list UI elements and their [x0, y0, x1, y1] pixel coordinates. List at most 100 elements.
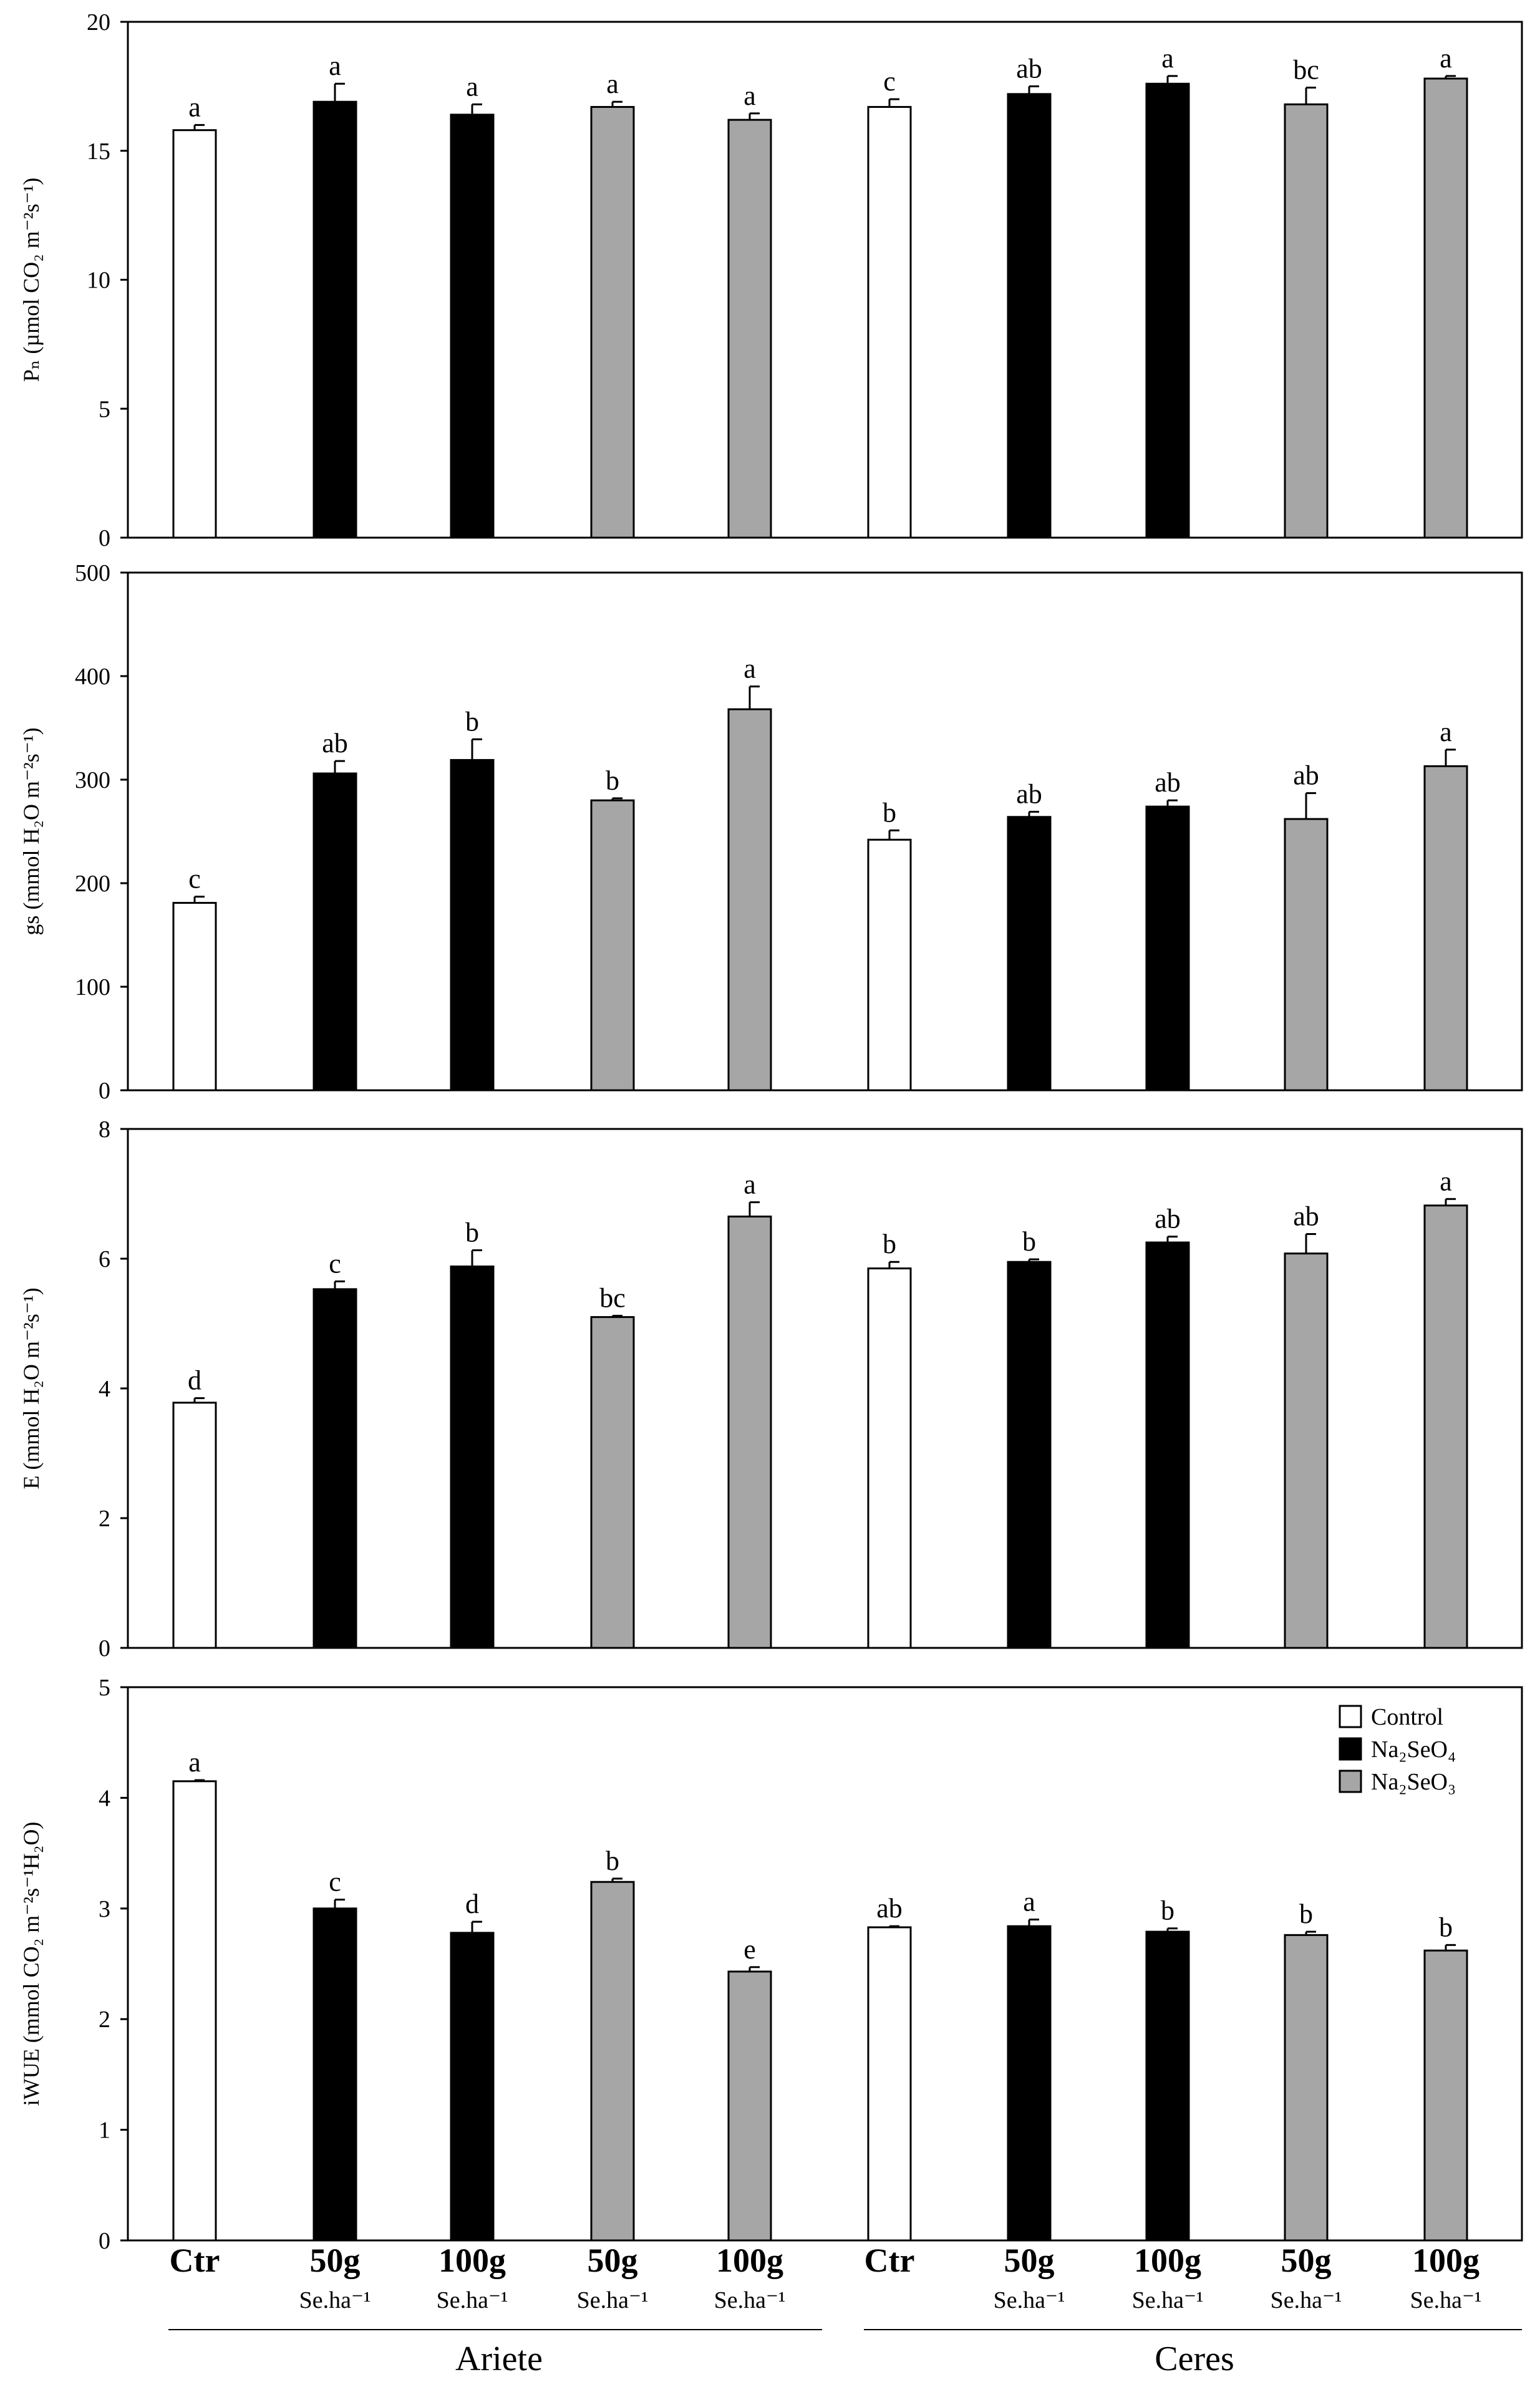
group-label: Ceres [1155, 2340, 1234, 2378]
bar-1 [172, 1402, 217, 1649]
significance-letter: ab [1016, 53, 1042, 84]
y-tick-label: 100 [75, 974, 110, 1000]
significance-letter: a [466, 71, 478, 102]
significance-letter: a [606, 69, 619, 99]
significance-letter: b [1439, 1912, 1453, 1942]
bar-6 [867, 105, 912, 539]
x-tick-label: Ctr [170, 2242, 220, 2279]
x-tick-label: 50g [310, 2242, 361, 2279]
significance-letter: b [883, 797, 896, 828]
group-label: Ariete [455, 2340, 543, 2378]
y-tick-label: 0 [99, 525, 110, 551]
significance-letter: d [188, 1365, 201, 1396]
bar-9 [1284, 1252, 1329, 1649]
significance-letter: a [188, 1747, 201, 1778]
significance-letter: a [1440, 1166, 1452, 1196]
significance-letter: c [188, 864, 201, 894]
y-tick-label: 4 [99, 1785, 110, 1811]
significance-letter: ab [322, 728, 348, 758]
y-axis-label: E (mmol H₂O m⁻²s⁻¹) [19, 1287, 44, 1489]
y-tick-label: 4 [99, 1376, 110, 1402]
significance-letter: ab [1155, 767, 1181, 798]
x-tick-sublabel: Se.ha⁻¹ [299, 2287, 371, 2313]
bar-4 [590, 105, 635, 539]
bar-1 [172, 129, 217, 539]
bar-5 [727, 708, 772, 1092]
bar-1 [172, 902, 217, 1092]
significance-letter: ab [876, 1893, 903, 1924]
significance-letter: ab [1155, 1204, 1181, 1234]
bar-5 [727, 119, 772, 539]
significance-letter: a [1440, 717, 1452, 747]
bar-1 [172, 1780, 217, 2242]
y-tick-label: 15 [87, 138, 110, 165]
significance-letter: a [743, 80, 756, 111]
y-tick-label: 1 [99, 2118, 110, 2144]
plot-frame [127, 1686, 1523, 2242]
y-tick-label: 2 [99, 1506, 110, 1532]
bar-7 [1007, 93, 1052, 539]
bar-3 [450, 1932, 495, 2242]
significance-letter: b [1299, 1899, 1313, 1929]
y-tick-label: 2 [99, 2007, 110, 2033]
significance-letter: c [329, 1248, 341, 1279]
legend-label: Control [1371, 1704, 1443, 1730]
y-axis-label: iWUE (mmol CO₂ m⁻²s⁻¹H₂O) [19, 1822, 44, 2106]
significance-letter: a [188, 92, 201, 122]
x-tick-label: 100g [438, 2242, 506, 2279]
y-axis-label: gs (mmol H₂O m⁻²s⁻¹) [19, 727, 44, 935]
bar-9 [1284, 103, 1329, 539]
bar-3 [450, 758, 495, 1092]
significance-letter: a [1161, 43, 1174, 74]
legend: Control Na₂SeO₄ Na₂SeO₃ [1339, 1704, 1456, 1795]
x-axis-labels: Ctr 50g Se.ha⁻¹ 100g Se.ha⁻¹ 50g Se.ha⁻¹ 100g Se… [168, 2242, 1522, 2378]
significance-letter: bc [599, 1283, 626, 1314]
significance-letter: ab [1293, 1201, 1319, 1231]
y-axis-label: Pₙ (µmol CO₂ m⁻²s⁻¹) [19, 178, 44, 382]
x-tick-sublabel: Se.ha⁻¹ [1132, 2287, 1204, 2313]
bar-7 [1007, 816, 1052, 1092]
bar-3 [450, 114, 495, 539]
y-tick-label: 500 [75, 560, 110, 586]
bar-10 [1423, 765, 1468, 1092]
bar-8 [1145, 82, 1190, 539]
x-tick-sublabel: Se.ha⁻¹ [994, 2287, 1065, 2313]
legend-swatch [1339, 1770, 1362, 1793]
legend-label: Na₂SeO₃ [1371, 1769, 1456, 1795]
significance-letter: a [743, 1169, 756, 1200]
significance-letter: b [606, 1846, 619, 1876]
bar-6 [867, 838, 912, 1092]
significance-letter: b [1161, 1896, 1174, 1926]
significance-letter: b [883, 1229, 896, 1259]
bar-2 [312, 772, 357, 1092]
significance-letter: a [1023, 1887, 1035, 1917]
bar-7 [1007, 1261, 1052, 1649]
significance-letter: ab [1016, 778, 1042, 809]
significance-letter: d [465, 1889, 479, 1919]
bar-10 [1423, 1204, 1468, 1649]
significance-letter: e [743, 1934, 756, 1965]
significance-letter: a [329, 51, 341, 81]
y-tick-label: 10 [87, 268, 110, 294]
x-tick-label: Ctr [864, 2242, 915, 2279]
significance-letter: c [329, 1867, 341, 1897]
y-tick-label: 300 [75, 767, 110, 793]
x-tick-label: 50g [588, 2242, 638, 2279]
bar-6 [867, 1926, 912, 2242]
bar-2 [312, 100, 357, 539]
legend-label: Na₂SeO₄ [1371, 1736, 1456, 1763]
bar-9 [1284, 1934, 1329, 2242]
bar-8 [1145, 805, 1190, 1092]
x-tick-label: 100g [1412, 2242, 1479, 2279]
significance-letter: b [465, 1217, 479, 1247]
bar-4 [590, 1881, 635, 2242]
y-tick-label: 0 [99, 1078, 110, 1104]
bar-5 [727, 1970, 772, 2242]
x-tick-sublabel: Se.ha⁻¹ [714, 2287, 786, 2313]
y-tick-label: 400 [75, 664, 110, 690]
bar-3 [450, 1265, 495, 1649]
significance-letter: ab [1293, 760, 1319, 791]
